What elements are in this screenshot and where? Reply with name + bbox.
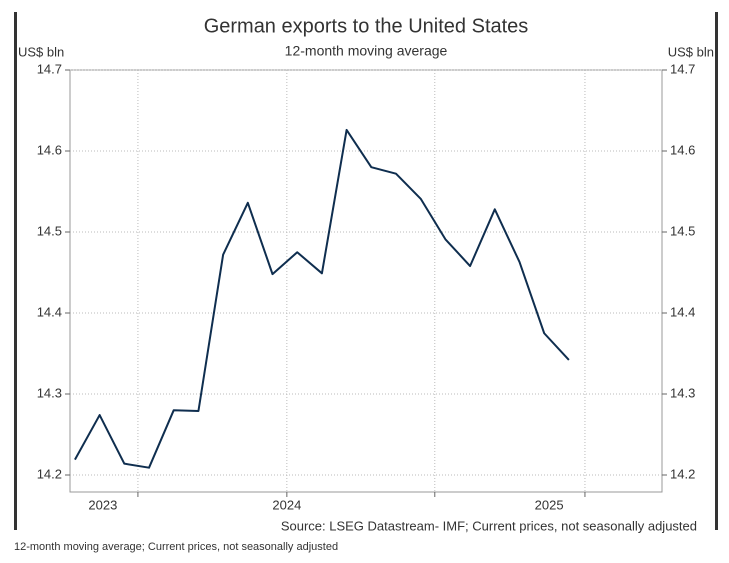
y-tick-label: 14.7 [670,61,695,76]
x-tick-label: 2025 [535,497,564,512]
caption: 12-month moving average; Current prices,… [14,541,338,553]
y-tick-label: 14.3 [37,385,62,400]
y-unit-left: US$ bln [18,44,64,59]
left-border [14,12,17,530]
y-tick-label: 14.3 [670,385,695,400]
x-tick-label: 2024 [272,497,301,512]
y-unit-right: US$ bln [668,44,714,59]
y-tick-label: 14.4 [37,304,62,319]
y-tick-label: 14.4 [670,304,695,319]
y-tick-label: 14.7 [37,61,62,76]
y-tick-label: 14.2 [670,466,695,481]
right-border [715,12,718,530]
plot-frame [69,69,663,493]
y-tick-label: 14.5 [37,223,62,238]
y-tick-label: 14.2 [37,466,62,481]
line-series [74,128,570,469]
chart-title: German exports to the United States [204,15,529,37]
x-tick-label: 2023 [88,497,117,512]
y-tick-label: 14.6 [37,142,62,157]
y-tick-label: 14.5 [670,223,695,238]
source: Source: LSEG Datastream- IMF; Current pr… [281,518,697,533]
y-tick-label: 14.6 [670,142,695,157]
chart-subtitle: 12-month moving average [285,43,448,59]
